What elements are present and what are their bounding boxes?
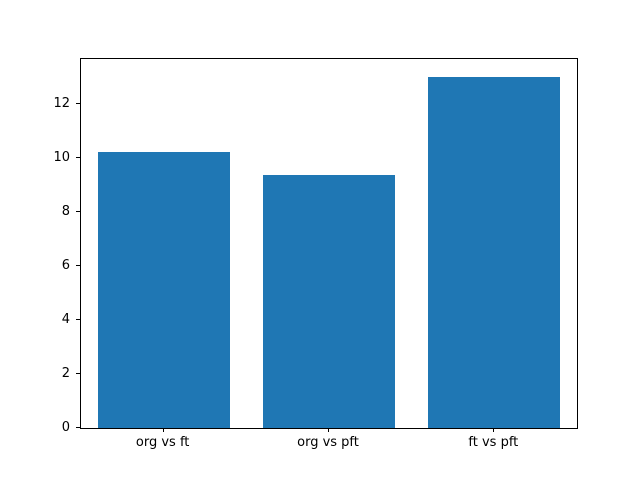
y-tick-label: 8 bbox=[61, 203, 70, 219]
bar-ft-vs-pft bbox=[428, 76, 561, 428]
y-tick-label: 4 bbox=[61, 311, 70, 327]
plot-area bbox=[80, 58, 578, 429]
y-tick-label: 0 bbox=[61, 420, 70, 435]
y-tick-mark bbox=[76, 318, 80, 320]
y-tick-mark bbox=[76, 210, 80, 212]
y-tick-mark bbox=[76, 102, 80, 104]
x-tick-label: org vs ft bbox=[135, 435, 190, 450]
y-tick-mark bbox=[76, 264, 80, 266]
y-tick-label: 12 bbox=[53, 95, 70, 111]
y-tick-mark bbox=[76, 427, 80, 428]
x-tick-label: org vs pft bbox=[297, 435, 359, 450]
y-tick-mark bbox=[76, 156, 80, 158]
x-tick-label: ft vs pft bbox=[468, 435, 519, 450]
y-tick-label: 10 bbox=[53, 149, 70, 165]
y-tick-label: 2 bbox=[61, 365, 70, 381]
y-tick-label: 6 bbox=[61, 257, 70, 273]
x-tick-mark bbox=[493, 428, 495, 432]
x-tick-mark bbox=[328, 428, 329, 432]
bar-org-vs-pft bbox=[262, 175, 396, 428]
y-tick-mark bbox=[76, 372, 80, 374]
bar-org-vs-ft bbox=[97, 152, 230, 428]
x-tick-mark bbox=[162, 428, 164, 432]
